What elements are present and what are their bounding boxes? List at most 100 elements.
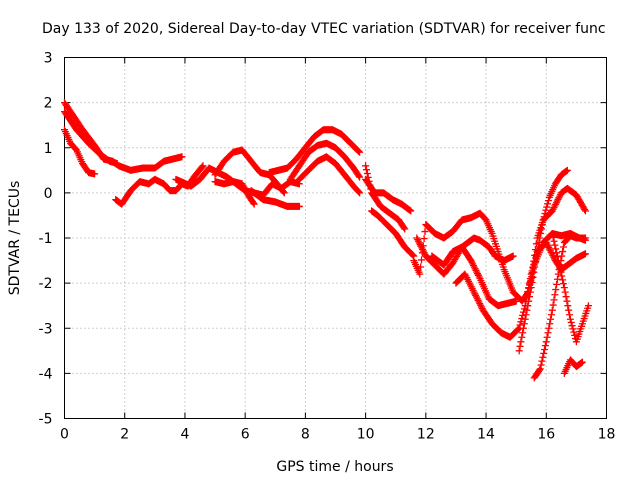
data-point <box>539 353 547 361</box>
data-point <box>517 338 525 346</box>
data-point <box>472 291 480 299</box>
data-marks <box>61 99 592 382</box>
data-point <box>540 349 548 357</box>
data-point <box>543 203 551 211</box>
data-point <box>555 194 563 202</box>
data-point <box>548 250 556 258</box>
data-point <box>477 303 485 311</box>
data-point <box>524 302 532 310</box>
data-point <box>417 263 425 271</box>
data-point <box>552 200 560 208</box>
data-point <box>566 315 574 323</box>
data-point <box>519 324 527 332</box>
data-point <box>509 252 517 260</box>
data-point <box>355 188 363 196</box>
series-track-22 <box>548 229 592 346</box>
data-point <box>418 256 426 264</box>
data-point <box>520 320 528 328</box>
series-track-8 <box>247 187 303 210</box>
data-point <box>414 236 422 244</box>
x-tick-label: 8 <box>301 427 310 443</box>
x-tick-label: 12 <box>417 427 435 443</box>
y-tick-label: 1 <box>44 141 53 157</box>
y-tick-label: -2 <box>39 276 53 292</box>
data-point <box>566 311 574 319</box>
x-tick-labels: 0 2 4 6 8 10 12 14 16 18 <box>60 427 615 443</box>
data-point <box>549 301 557 309</box>
data-point <box>563 166 571 174</box>
data-point <box>564 302 572 310</box>
series-track-3 <box>61 126 99 178</box>
data-point <box>542 239 550 247</box>
data-point <box>532 246 540 254</box>
data-point <box>362 166 370 174</box>
data-point <box>544 200 552 208</box>
data-point <box>354 147 362 155</box>
data-point <box>418 244 426 252</box>
y-tick-label: -4 <box>39 366 53 382</box>
data-point <box>559 280 567 288</box>
series-track-18 <box>452 239 589 341</box>
data-point <box>469 261 477 269</box>
data-point <box>581 250 589 258</box>
data-point <box>279 188 287 196</box>
data-point <box>249 199 257 207</box>
data-point <box>417 242 425 250</box>
data-point <box>532 240 540 248</box>
data-point <box>544 329 552 337</box>
axis-ticks <box>64 57 607 419</box>
data-point <box>178 153 186 161</box>
data-point <box>414 237 422 245</box>
data-point <box>522 294 530 302</box>
data-point <box>569 325 577 333</box>
data-point <box>521 315 529 323</box>
x-tick-label: 2 <box>120 427 129 443</box>
series-track-20 <box>521 184 589 305</box>
series-track-21 <box>530 232 589 382</box>
data-point <box>420 249 428 257</box>
data-point <box>401 225 409 233</box>
series-track-9 <box>265 126 364 177</box>
data-point <box>560 284 568 292</box>
data-point <box>113 160 121 168</box>
data-point <box>516 342 524 350</box>
data-point <box>518 333 526 341</box>
data-point <box>549 205 557 213</box>
data-point <box>551 241 559 249</box>
data-point <box>467 257 475 265</box>
data-point <box>550 204 558 212</box>
data-point <box>400 224 408 232</box>
data-point <box>581 205 589 213</box>
data-point <box>550 237 558 245</box>
y-tick-label: 0 <box>44 186 53 202</box>
series-track-11 <box>295 153 364 197</box>
series-track-12 <box>362 162 409 233</box>
data-point <box>280 189 288 197</box>
x-tick-label: 16 <box>537 427 555 443</box>
data-point <box>413 234 421 242</box>
data-point <box>581 207 589 215</box>
data-point <box>524 288 532 296</box>
data-point <box>471 290 479 298</box>
data-point <box>565 306 573 314</box>
data-point <box>356 148 364 156</box>
data-point <box>541 342 549 350</box>
data-point <box>470 263 478 271</box>
series-track-17 <box>428 243 520 310</box>
data-point <box>547 315 555 323</box>
data-point <box>559 243 567 251</box>
data-point <box>419 245 427 253</box>
data-point <box>473 295 481 303</box>
data-point <box>568 322 576 330</box>
data-point <box>529 263 537 271</box>
data-point <box>199 162 207 170</box>
data-point <box>469 260 477 268</box>
data-point <box>471 265 479 273</box>
data-point <box>355 147 363 155</box>
y-tick-label: -1 <box>39 231 53 247</box>
y-tick-label: -5 <box>39 412 53 428</box>
data-point <box>549 252 557 260</box>
y-tick-label: -3 <box>39 321 53 337</box>
data-point <box>525 284 533 292</box>
